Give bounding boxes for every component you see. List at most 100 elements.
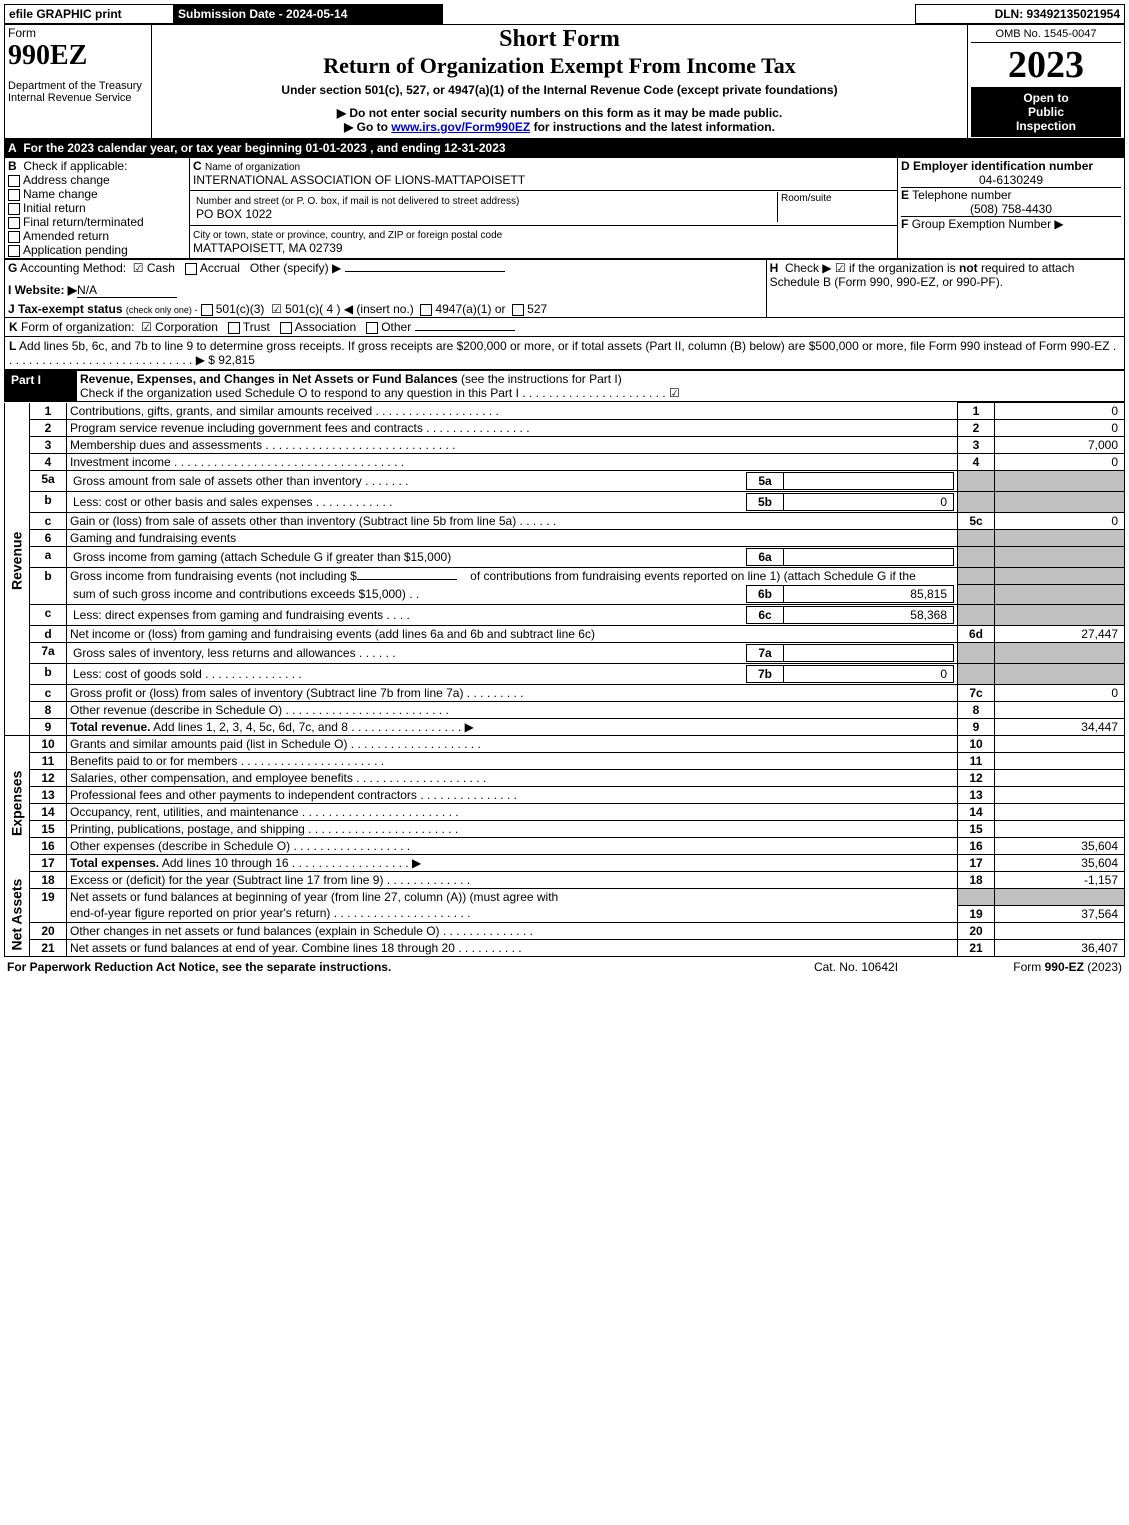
form-header: Form 990EZ Department of the Treasury In… (4, 24, 1125, 139)
form-subtitle: Under section 501(c), 527, or 4947(a)(1)… (155, 83, 964, 97)
val-5b: 0 (784, 494, 954, 511)
street: PO BOX 1022 (196, 207, 272, 221)
org-name: INTERNATIONAL ASSOCIATION OF LIONS-MATTA… (193, 173, 525, 187)
submission-date: Submission Date - 2024-05-14 (174, 5, 443, 24)
val-5c: 0 (995, 513, 1125, 530)
chk-association[interactable] (280, 322, 292, 334)
website: N/A (77, 283, 177, 298)
g-label: Accounting Method: (20, 261, 126, 275)
line-17: Total expenses. Add lines 10 through 16 … (67, 855, 958, 872)
val-6c: 58,368 (784, 607, 954, 624)
b-label: Check if applicable: (23, 159, 127, 173)
line-16: Other expenses (describe in Schedule O) … (67, 838, 958, 855)
form-title: Return of Organization Exempt From Incom… (155, 53, 964, 79)
line-6d: Net income or (loss) from gaming and fun… (67, 626, 958, 643)
line-7b: Less: cost of goods sold . . . . . . . .… (70, 666, 747, 683)
line-11: Benefits paid to or for members . . . . … (67, 753, 958, 770)
part1-title: Revenue, Expenses, and Changes in Net As… (80, 372, 458, 386)
sidebar-expenses: Expenses (8, 771, 24, 836)
chk-accrual[interactable] (185, 263, 197, 275)
header-grid: B Check if applicable: Address change Na… (4, 157, 1125, 259)
val-11 (995, 753, 1125, 770)
chk-name-change[interactable] (8, 189, 20, 201)
val-9: 34,447 (995, 719, 1125, 736)
line-6b-1: Gross income from fundraising events (no… (67, 568, 958, 585)
part1-body: Revenue 1 Contributions, gifts, grants, … (4, 402, 1125, 957)
footer: For Paperwork Reduction Act Notice, see … (4, 959, 1125, 975)
part1-label: Part I (5, 371, 78, 402)
f-label: Group Exemption Number ▶ (912, 217, 1064, 231)
footer-right: Form 990-EZ (2023) (959, 959, 1125, 975)
line-4: Investment income . . . . . . . . . . . … (67, 454, 958, 471)
phone: (508) 758-4430 (901, 202, 1121, 216)
efile-link[interactable]: efile GRAPHIC print (5, 5, 174, 24)
line-9: Total revenue. Add lines 1, 2, 3, 4, 5c,… (67, 719, 958, 736)
tax-year: 2023 (971, 43, 1121, 87)
line-8: Other revenue (describe in Schedule O) .… (67, 702, 958, 719)
e-label: Telephone number (912, 188, 1011, 202)
c-name-label: Name of organization (205, 162, 300, 173)
chk-trust[interactable] (228, 322, 240, 334)
line-3: Membership dues and assessments . . . . … (67, 437, 958, 454)
line-6a: Gross income from gaming (attach Schedul… (70, 549, 747, 566)
city: MATTAPOISETT, MA 02739 (193, 241, 343, 255)
line-19b: end-of-year figure reported on prior yea… (67, 905, 958, 922)
val-17: 35,604 (995, 855, 1125, 872)
chk-amended-return[interactable] (8, 231, 20, 243)
g-h-row: G Accounting Method: ☑ Cash Accrual Othe… (4, 259, 1125, 318)
chk-527[interactable] (512, 304, 524, 316)
val-1: 0 (995, 403, 1125, 420)
chk-other-org[interactable] (366, 322, 378, 334)
part1-header: Part I Revenue, Expenses, and Changes in… (4, 370, 1125, 402)
bullet-link: ▶ Go to www.irs.gov/Form990EZ for instru… (155, 120, 964, 134)
line-7c: Gross profit or (loss) from sales of inv… (67, 685, 958, 702)
val-10 (995, 736, 1125, 753)
chk-address-change[interactable] (8, 175, 20, 187)
line-14: Occupancy, rent, utilities, and maintena… (67, 804, 958, 821)
line-13: Professional fees and other payments to … (67, 787, 958, 804)
open-inspection: Open to Public Inspection (971, 87, 1121, 137)
val-2: 0 (995, 420, 1125, 437)
line-5a: Gross amount from sale of assets other t… (70, 473, 747, 490)
line-5c: Gain or (loss) from sale of assets other… (67, 513, 958, 530)
line-15: Printing, publications, postage, and shi… (67, 821, 958, 838)
line-18: Excess or (deficit) for the year (Subtra… (67, 872, 958, 889)
val-12 (995, 770, 1125, 787)
irs-link[interactable]: www.irs.gov/Form990EZ (391, 120, 530, 134)
val-14 (995, 804, 1125, 821)
ein: 04-6130249 (901, 173, 1121, 187)
dept-label: Department of the Treasury Internal Reve… (8, 80, 148, 104)
sidebar-net-assets: Net Assets (8, 878, 24, 950)
form-word: Form (8, 26, 36, 40)
line-l: L Add lines 5b, 6c, and 7b to line 9 to … (4, 337, 1125, 370)
chk-initial-return[interactable] (8, 203, 20, 215)
val-5a (784, 473, 954, 490)
c-street-label: Number and street (or P. O. box, if mail… (196, 196, 519, 207)
val-6b: 85,815 (784, 586, 954, 603)
chk-4947[interactable] (420, 304, 432, 316)
chk-final-return[interactable] (8, 217, 20, 229)
form-number: 990EZ (8, 40, 87, 71)
line-6b-3: sum of such gross income and contributio… (70, 586, 747, 603)
val-3: 7,000 (995, 437, 1125, 454)
chk-application-pending[interactable] (8, 245, 20, 257)
line-5b: Less: cost or other basis and sales expe… (70, 494, 747, 511)
line-k: K Form of organization: ☑ Corporation Tr… (4, 318, 1125, 337)
val-21: 36,407 (995, 939, 1125, 956)
line-6c: Less: direct expenses from gaming and fu… (70, 607, 747, 624)
d-label: Employer identification number (913, 159, 1093, 173)
line-10: Grants and similar amounts paid (list in… (67, 736, 958, 753)
val-7c: 0 (995, 685, 1125, 702)
part1-check: Check if the organization used Schedule … (80, 386, 680, 400)
val-6a (784, 549, 954, 566)
short-form-label: Short Form (155, 26, 964, 53)
line-12: Salaries, other compensation, and employ… (67, 770, 958, 787)
val-6d: 27,447 (995, 626, 1125, 643)
val-7a (784, 645, 954, 662)
line-20: Other changes in net assets or fund bala… (67, 922, 958, 939)
val-16: 35,604 (995, 838, 1125, 855)
val-20 (995, 922, 1125, 939)
chk-501c3[interactable] (201, 304, 213, 316)
line-a: A For the 2023 calendar year, or tax yea… (4, 139, 1125, 157)
c-city-label: City or town, state or province, country… (193, 230, 502, 241)
